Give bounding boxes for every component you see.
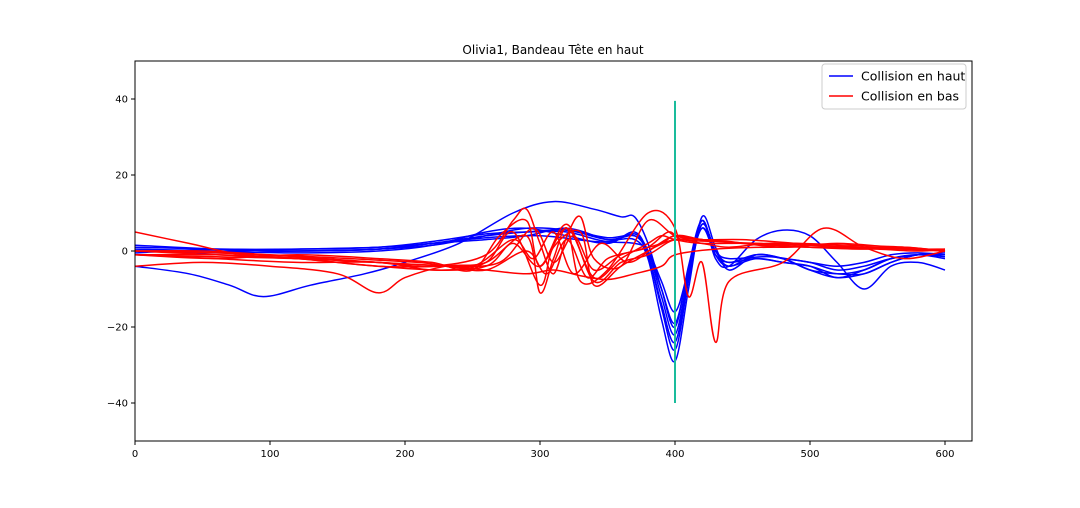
legend-box (821, 63, 967, 110)
x-tick-label: 500 (800, 449, 819, 460)
x-tick-label: 600 (935, 449, 954, 460)
axes: 0 100 200 300 400 500 600 −40 −20 0 20 40 (107, 60, 973, 460)
series-group (135, 100, 946, 403)
y-tick-label: 0 (122, 247, 128, 258)
chart-title: Olivia1, Bandeau Tête en haut (462, 43, 643, 57)
x-tick-label: 200 (395, 449, 414, 460)
legend-label-haut: Collision en haut (861, 69, 965, 84)
x-tick-label: 400 (665, 449, 684, 460)
x-tick-label: 0 (132, 449, 138, 460)
y-tick-label: −40 (107, 399, 128, 410)
series-line-bas-15 (135, 235, 946, 279)
series-line-bas-8 (135, 209, 946, 343)
legend-label-bas: Collision en bas (861, 89, 959, 104)
series-line-haut-3 (135, 227, 946, 324)
y-tick-label: 40 (115, 95, 128, 106)
series-line-haut-6 (135, 227, 946, 313)
legend: Collision en haut Collision en bas (821, 63, 967, 110)
series-line-haut-4 (135, 223, 946, 344)
plot-area (135, 100, 946, 403)
series-line-haut-0 (135, 219, 946, 336)
series-line-bas-11 (135, 218, 946, 280)
series-line-haut-2 (135, 214, 946, 363)
x-tick-label: 300 (530, 449, 549, 460)
y-tick-label: −20 (107, 323, 128, 334)
series-line-bas-14 (135, 227, 946, 272)
x-tick-label: 100 (260, 449, 279, 460)
y-tick-label: 20 (115, 171, 128, 182)
